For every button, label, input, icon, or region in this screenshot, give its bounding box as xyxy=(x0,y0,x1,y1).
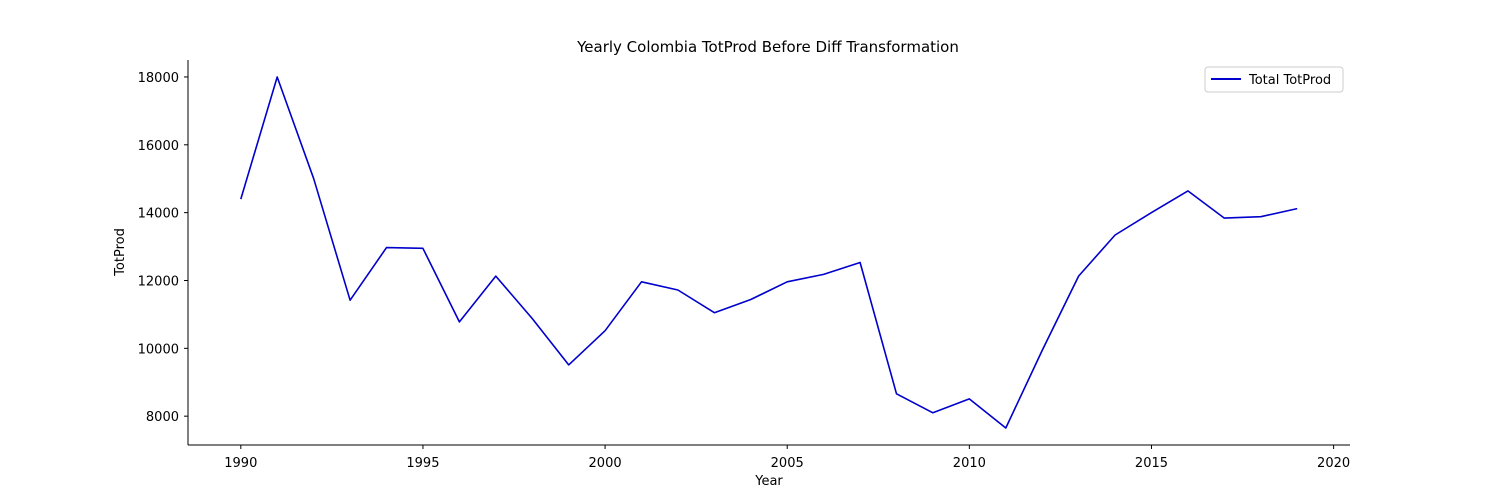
legend-box xyxy=(1204,66,1344,93)
x-tick-label: 2020 xyxy=(1317,456,1350,471)
chart-title: Yearly Colombia TotProd Before Diff Tran… xyxy=(576,38,959,56)
y-tick-label: 18000 xyxy=(138,71,179,86)
y-axis-label: TotProd xyxy=(113,228,128,277)
axes xyxy=(187,60,1350,446)
x-tick-label: 2010 xyxy=(953,456,986,471)
series-layer xyxy=(240,76,1298,429)
legend-label: Total TotProd xyxy=(1248,73,1331,88)
y-tick-label: 10000 xyxy=(138,342,179,357)
legend: Total TotProd xyxy=(1204,66,1344,93)
x-ticks: 1990 1995 2000 2005 2010 2015 2020 xyxy=(224,445,1350,471)
series-line xyxy=(240,76,1298,429)
x-axis-label: Year xyxy=(754,474,783,489)
y-ticks: 8000 10000 12000 14000 16000 18000 xyxy=(138,71,188,425)
x-tick-label: 2000 xyxy=(589,456,622,471)
y-tick-label: 16000 xyxy=(138,139,179,154)
x-tick-label: 1990 xyxy=(224,456,257,471)
y-tick-label: 8000 xyxy=(146,410,179,425)
x-tick-label: 1995 xyxy=(406,456,439,471)
x-tick-label: 2005 xyxy=(771,456,804,471)
y-tick-label: 14000 xyxy=(138,207,179,222)
y-tick-label: 12000 xyxy=(138,274,179,289)
x-tick-label: 2015 xyxy=(1135,456,1168,471)
